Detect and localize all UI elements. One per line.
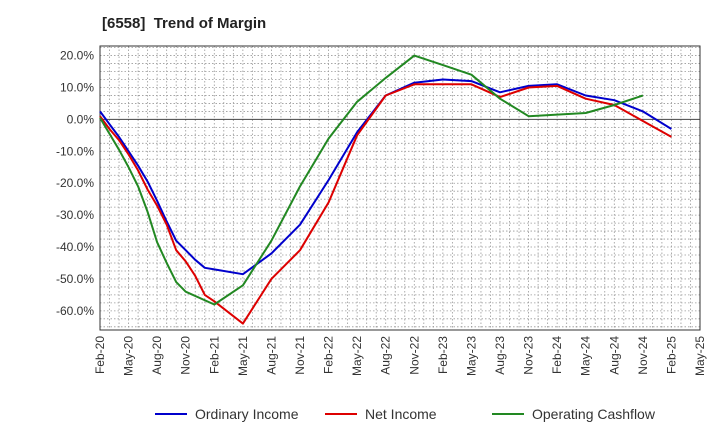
y-tick-label: 0.0% <box>67 112 95 126</box>
x-tick-label: Feb-25 <box>664 336 678 374</box>
x-tick-label: Nov-23 <box>522 336 536 375</box>
x-tick-label: Feb-22 <box>322 336 336 374</box>
x-tick-label: Feb-24 <box>550 336 564 374</box>
x-tick-label: May-21 <box>236 336 250 376</box>
x-tick-label: Nov-24 <box>636 336 650 375</box>
plot-area <box>100 46 700 330</box>
y-tick-label: -50.0% <box>56 272 94 286</box>
x-tick-label: Nov-22 <box>407 336 421 375</box>
x-tick-label: May-24 <box>579 336 593 376</box>
plot-frame <box>99 45 701 331</box>
series-line-ordinary-income <box>99 78 672 276</box>
legend-label: Net Income <box>365 406 437 422</box>
x-tick-label: May-20 <box>122 336 136 376</box>
x-tick-label: Nov-20 <box>179 336 193 375</box>
x-tick-label: Feb-23 <box>436 336 450 374</box>
legend-label: Operating Cashflow <box>532 406 656 422</box>
chart-title: [6558] Trend of Margin <box>102 15 267 32</box>
y-tick-label: -20.0% <box>56 176 94 190</box>
y-tick-label: 20.0% <box>60 49 94 63</box>
legend-label: Ordinary Income <box>195 406 299 422</box>
x-tick-label: Feb-20 <box>93 336 107 374</box>
x-tick-label: Feb-21 <box>207 336 221 374</box>
y-tick-label: -30.0% <box>56 208 94 222</box>
x-tick-label: Aug-20 <box>150 336 164 375</box>
x-tick-label: May-22 <box>350 336 364 376</box>
x-tick-label: Aug-23 <box>493 336 507 375</box>
x-tick-label: May-23 <box>464 336 478 376</box>
x-tick-label: Nov-21 <box>293 336 307 375</box>
x-tick-label: Aug-22 <box>379 336 393 375</box>
x-tick-label: Aug-21 <box>264 336 278 375</box>
y-tick-label: -10.0% <box>56 144 94 158</box>
x-tick-label: Aug-24 <box>607 336 621 375</box>
y-tick-label: 10.0% <box>60 80 94 94</box>
y-tick-label: -40.0% <box>56 240 94 254</box>
y-tick-label: -60.0% <box>56 304 94 318</box>
x-tick-label: May-25 <box>693 336 707 376</box>
series-line-net-income <box>99 83 672 325</box>
series-line-operating-cashflow <box>99 54 644 306</box>
